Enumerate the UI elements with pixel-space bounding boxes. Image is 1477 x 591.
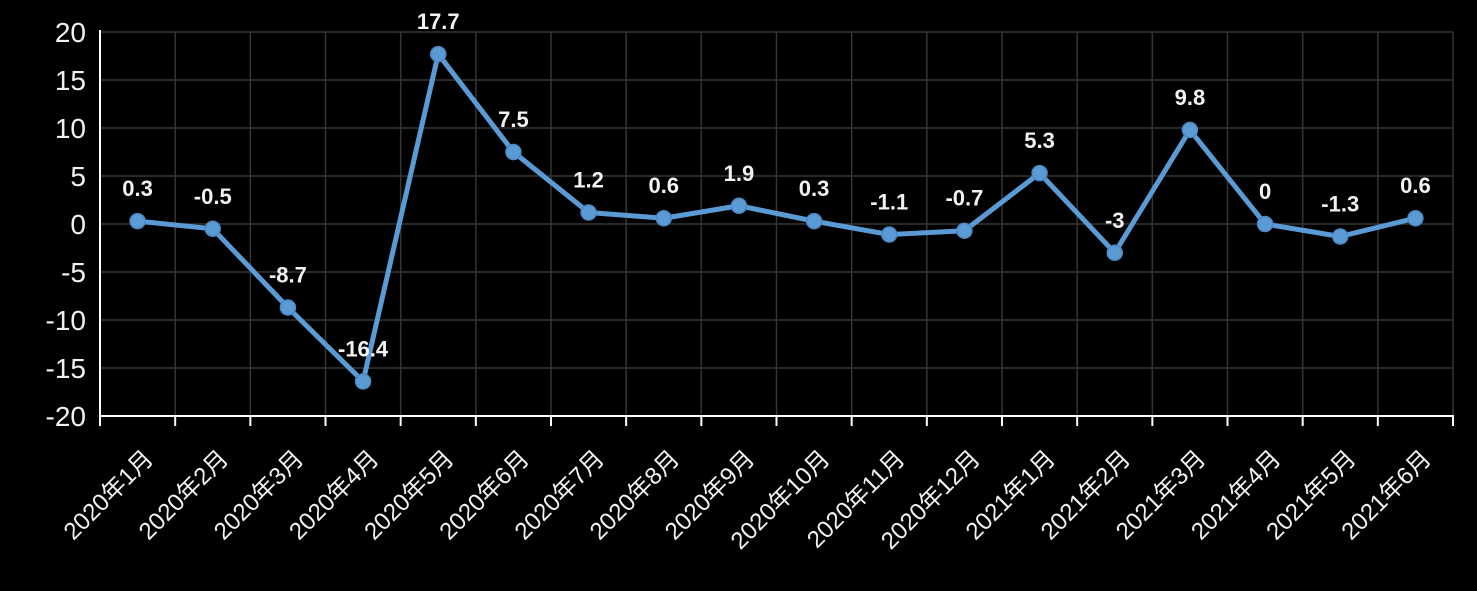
data-label: 5.3 [1024, 128, 1055, 153]
y-axis-labels-group: 20 15 10 5 0 -5 -10 -15 -20 [46, 17, 86, 432]
data-point-marker [580, 204, 597, 221]
data-point-marker [354, 373, 372, 390]
data-point-marker [1106, 244, 1123, 262]
data-point-marker [881, 226, 898, 243]
data-point-marker [1332, 228, 1349, 245]
data-label: -3 [1105, 208, 1125, 233]
data-point-marker [430, 45, 447, 63]
y-tick-label: -20 [46, 401, 86, 432]
data-label: -0.7 [945, 186, 983, 211]
data-label: 7.5 [498, 107, 529, 132]
data-label: -16.4 [338, 336, 389, 361]
gridlines-group [100, 31, 1454, 416]
data-labels-group: 0.3 -0.5 -8.7 -16.4 17.7 7.5 1.2 0.6 1.9 0.3 -1.1 -… [122, 9, 1430, 361]
data-label: 1.2 [573, 167, 604, 192]
axes-group [99, 30, 1454, 426]
data-label: 9.8 [1175, 85, 1206, 110]
data-point-marker [1407, 209, 1424, 227]
y-tick-label: -10 [46, 305, 86, 336]
data-point-marker [655, 209, 672, 227]
data-label: 0.6 [648, 173, 679, 198]
y-tick-label: 0 [70, 209, 86, 240]
y-tick-label: 10 [55, 113, 86, 144]
data-point-marker [805, 212, 823, 230]
data-point-marker [204, 220, 221, 238]
data-label: -1.1 [870, 190, 908, 215]
data-point-marker [279, 299, 297, 316]
data-label: 1.9 [724, 161, 755, 186]
data-label: 0.3 [799, 176, 830, 201]
x-axis-labels-group: 2020年1月2020年2月2020年3月2020年4月2020年5月2020年… [59, 445, 1437, 555]
data-point-marker [129, 212, 146, 230]
data-label: 0.6 [1400, 173, 1431, 198]
y-tick-label: 15 [55, 65, 86, 96]
series-line [135, 51, 1418, 384]
data-label: 17.7 [417, 9, 460, 34]
data-point-marker [1256, 215, 1274, 233]
y-tick-label: -15 [46, 353, 86, 384]
data-point-marker [1181, 121, 1199, 139]
data-label: 0.3 [122, 176, 153, 201]
data-label: -8.7 [269, 263, 307, 288]
data-point-marker [730, 197, 748, 215]
data-point-marker [1031, 164, 1048, 182]
data-point-marker [505, 143, 522, 161]
y-tick-label: -5 [61, 257, 86, 288]
data-label: -0.5 [194, 184, 232, 209]
data-point-marker [956, 222, 973, 239]
y-tick-label: 20 [55, 17, 86, 48]
markers-group [129, 45, 1424, 390]
data-label: -1.3 [1321, 191, 1359, 216]
y-tick-label: 5 [70, 161, 86, 192]
data-label: 0 [1259, 179, 1271, 204]
